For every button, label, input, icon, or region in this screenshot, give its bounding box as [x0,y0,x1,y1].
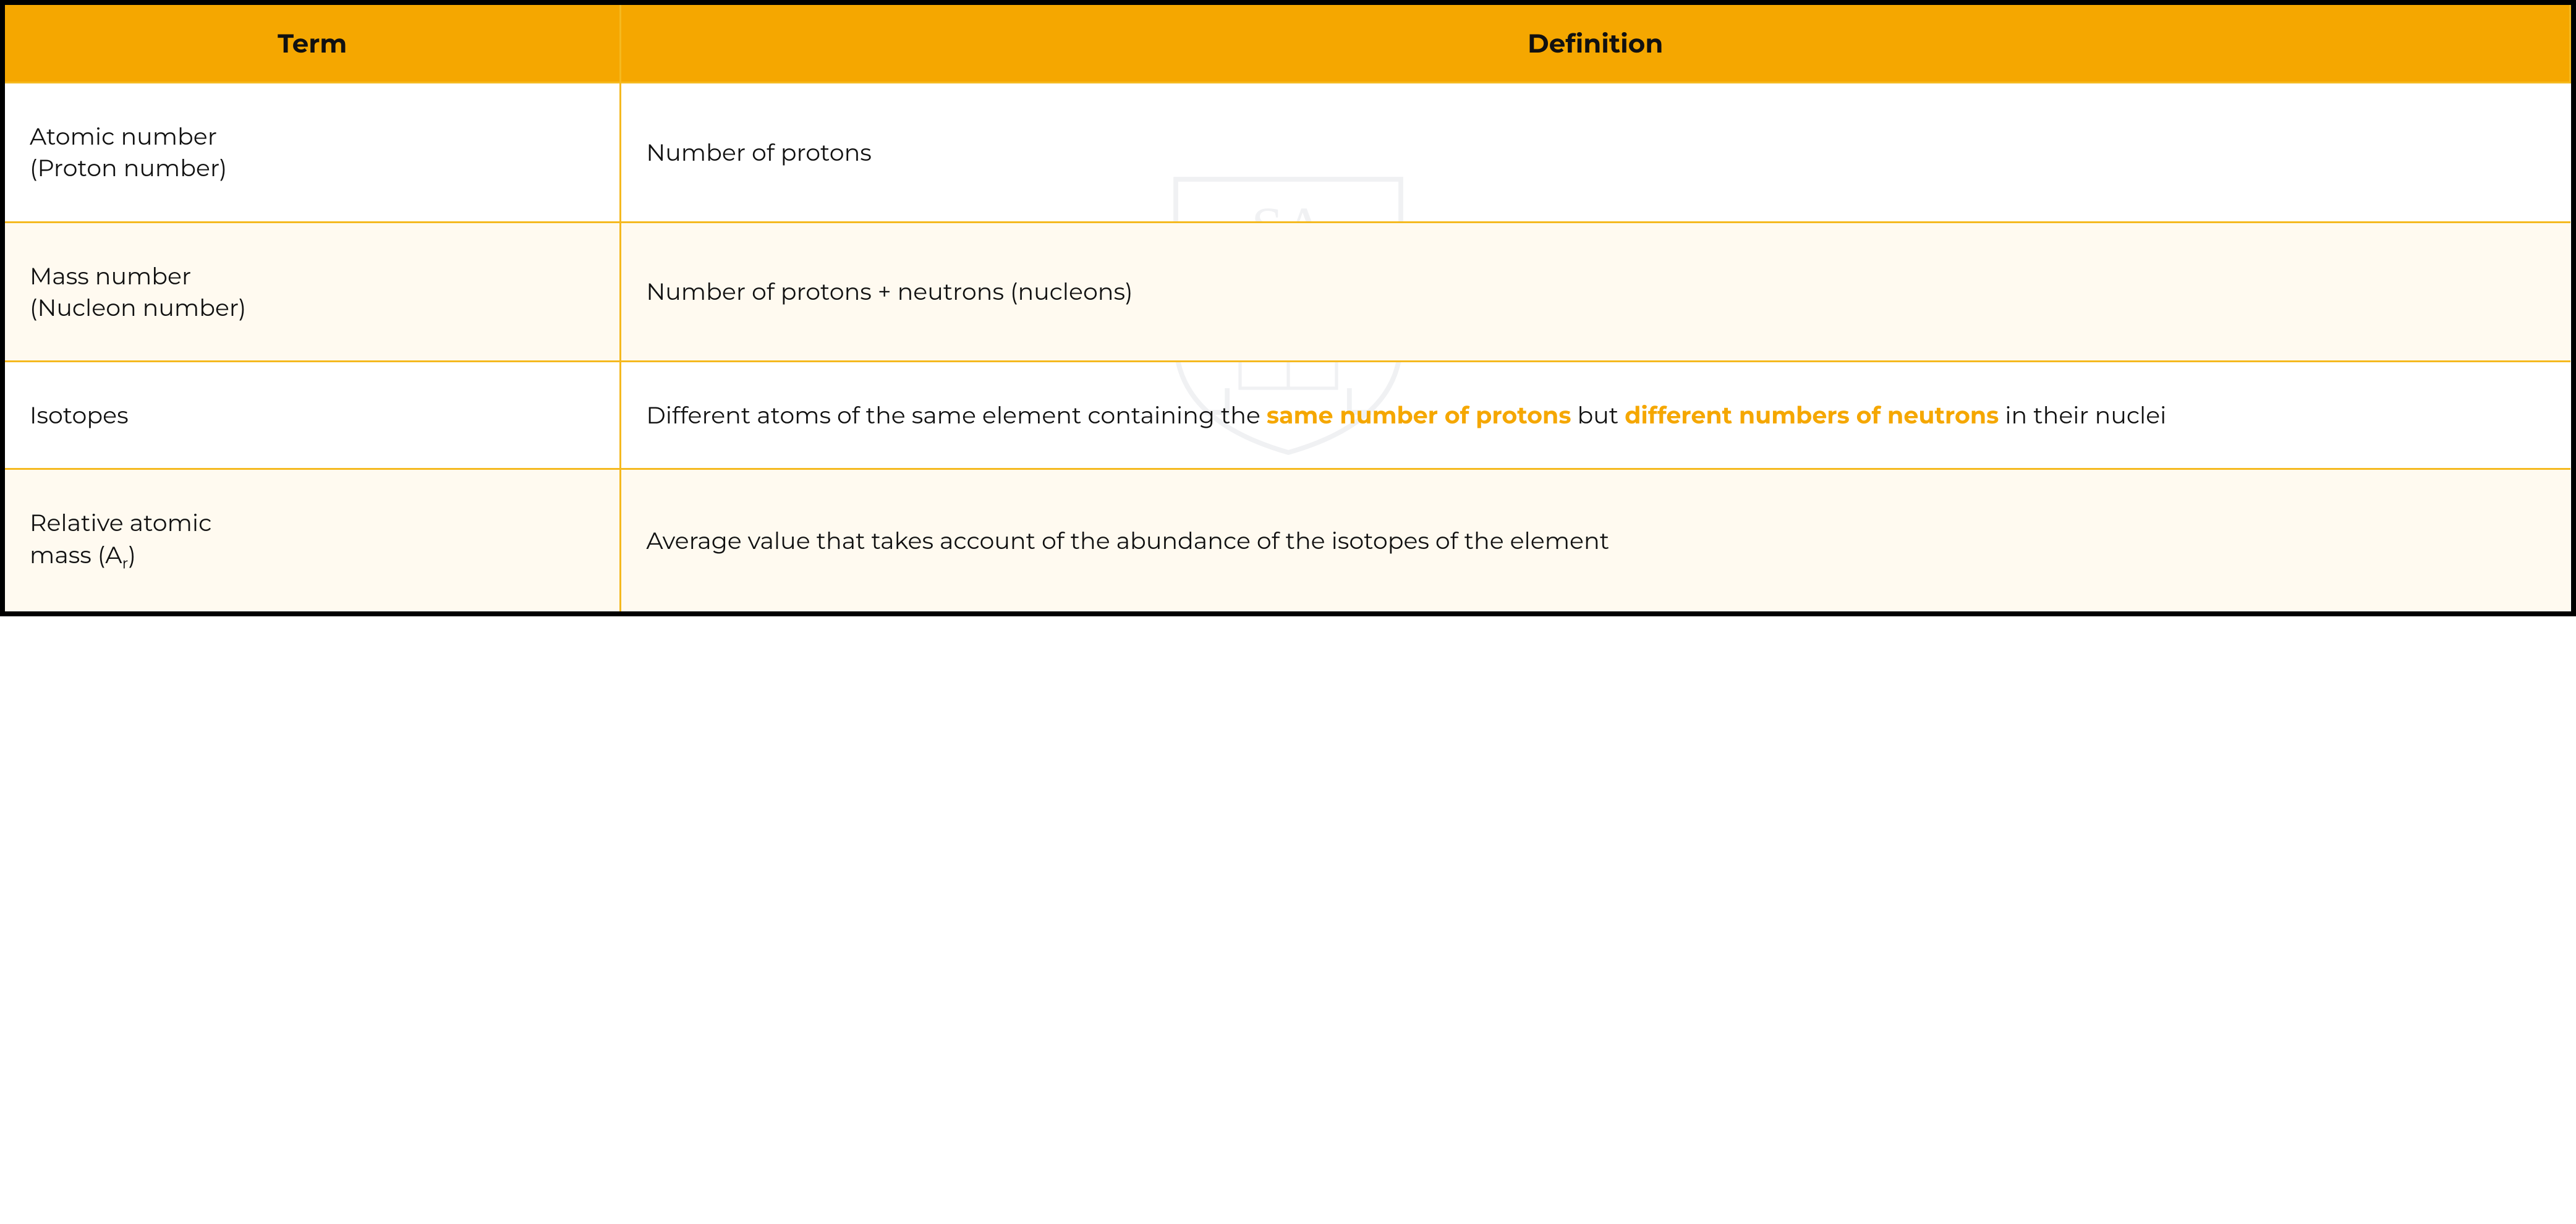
term-line1: Isotopes [30,399,595,431]
table-row: Relative atomicmass (Ar) Average value th… [5,469,2570,611]
term-cell: Relative atomicmass (Ar) [5,469,621,611]
col-header-term: Term [5,5,621,83]
col-header-definition: Definition [621,5,2570,83]
def-text: Average value that takes account of the … [646,526,1609,555]
term-line1: Relative atomic [30,507,595,538]
definitions-table: Term Definition Atomic number(Proton num… [5,5,2571,611]
table-header: Term Definition [5,5,2570,83]
term-cell: Mass number(Nucleon number) [5,222,621,362]
term-line2: (Proton number) [30,152,595,184]
definition-cell: Number of protons + neutrons (nucleons) [621,222,2570,362]
table-body: Atomic number(Proton number) Number of pr… [5,83,2570,611]
table-row: Mass number(Nucleon number) Number of pro… [5,222,2570,362]
def-text: Number of protons [646,138,871,167]
def-text: Different atoms of the same element cont… [646,401,1266,430]
definition-cell: Number of protons [621,83,2570,223]
def-highlight: same number of protons [1267,401,1571,430]
table-row: Atomic number(Proton number) Number of pr… [5,83,2570,223]
def-highlight: different numbers of neutrons [1625,401,1999,430]
term-cell: Isotopes [5,362,621,469]
definition-cell: Average value that takes account of the … [621,469,2570,611]
term-cell: Atomic number(Proton number) [5,83,621,223]
def-text: Number of protons + neutrons (nucleons) [646,277,1133,306]
term-line1: Mass number [30,260,595,292]
table-container: SA ★ ★ Term Definition Atomic number(Pro… [0,0,2576,616]
term-line2: (Nucleon number) [30,292,595,323]
definition-cell: Different atoms of the same element cont… [621,362,2570,469]
table-row: Isotopes Different atoms of the same elem… [5,362,2570,469]
term-line2: mass (Ar) [30,539,595,574]
term-line1: Atomic number [30,121,595,152]
